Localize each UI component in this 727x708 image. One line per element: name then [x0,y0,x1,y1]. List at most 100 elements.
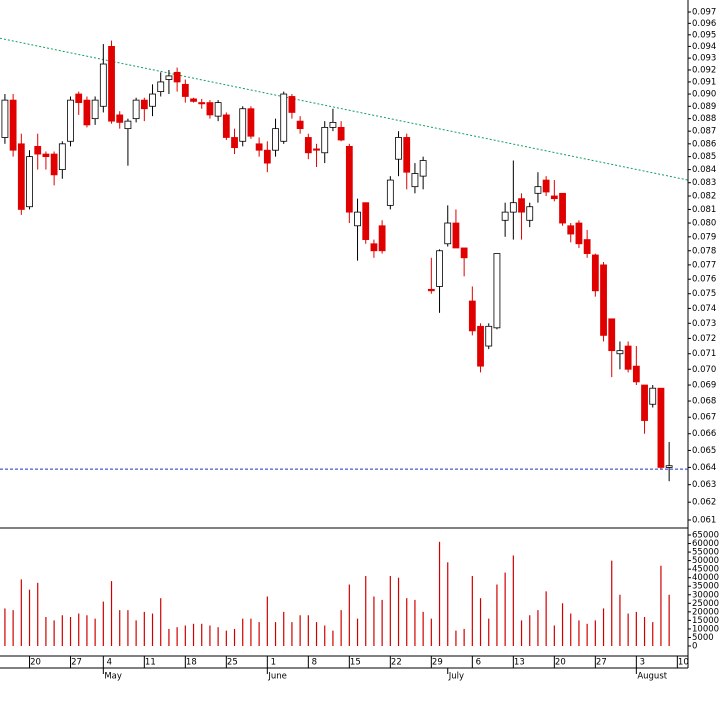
candle-body [337,126,345,141]
candle-body [345,145,353,213]
candle-body [255,143,263,151]
candle-body [641,384,648,421]
candle-body [272,128,279,151]
y-tick-label: 0.074 [692,304,716,314]
candle-body [26,156,33,208]
candle-body [165,75,173,80]
candle-body [485,325,493,347]
candle-body [91,99,99,120]
candle-body [75,93,83,103]
y-tick-label: 0.095 [692,30,716,40]
candle-body [624,345,632,370]
candle-body [444,222,452,245]
y-tick-label: 0.089 [692,102,716,112]
candle-body [83,99,91,126]
candle-body [50,153,58,176]
y2-tick-label: 5000 [692,633,714,643]
y-tick-label: 0.062 [692,498,716,508]
candle-body [559,192,566,224]
candle-body [509,202,517,213]
y2-tick-label: 50000 [692,556,719,566]
candle-body [280,93,288,142]
candle-body [452,222,460,249]
candle-body [214,102,222,117]
candle-body [124,120,132,130]
candle-body [518,198,525,213]
candle-body [222,114,230,138]
candle-body [526,206,534,221]
candle-body [321,126,329,154]
candle-body [157,81,165,93]
candle-body [34,145,42,155]
candle-body [632,365,640,383]
y-tick-label: 0.090 [692,90,716,100]
candle-body [181,83,189,97]
x-tick-label: 27 [71,658,82,668]
y-tick-label: 0.083 [692,178,716,188]
candle-body [493,253,501,329]
y-tick-label: 0.075 [692,289,716,299]
y-tick-label: 0.094 [692,42,716,52]
candle-body [378,225,386,252]
candle-body [132,99,140,120]
y2-tick-label: 15000 [692,616,719,626]
candle-body [419,160,427,177]
x-tick-label: 29 [432,658,443,668]
candle-body [411,173,419,188]
y2-tick-label: 35000 [692,582,719,592]
candle-body [116,114,124,123]
candle-body [42,153,50,158]
x-tick-label: 18 [186,658,197,668]
x-tick-label: 8 [312,658,317,668]
y-tick-label: 0.067 [692,413,716,423]
candle-body [386,179,394,206]
candle-body [583,239,591,254]
candle-body [304,137,312,154]
candle-body [477,325,484,367]
y2-tick-label: 65000 [692,531,719,541]
y-tick-label: 0.065 [692,446,716,456]
candle-body [608,318,616,352]
y-tick-label: 0.096 [692,19,716,29]
candle-body [58,143,66,170]
y-tick-label: 0.080 [692,219,716,229]
candle-body [354,211,361,227]
candle-body [501,211,509,221]
y-tick-label: 0.063 [692,480,716,490]
y-tick-label: 0.072 [692,334,716,344]
y-tick-label: 0.076 [692,275,716,285]
y2-tick-label: 20000 [692,607,719,617]
candle-body [9,99,17,151]
candle-body [296,120,304,130]
candle-body [370,243,378,252]
candle-body [403,137,411,173]
y-tick-label: 0.088 [692,114,716,124]
y2-tick-label: 60000 [692,539,719,549]
candle-body [17,143,25,210]
candle-body [247,108,255,137]
x-tick-label: 4 [107,658,112,668]
candle-body [149,93,156,107]
y-tick-label: 0.084 [692,165,716,175]
candle-body [395,137,402,160]
candle-body [329,121,337,128]
y-tick-label: 0.071 [692,349,716,359]
y-tick-label: 0.082 [692,191,716,201]
candle-body [550,195,558,200]
candle-body [427,288,435,292]
x-tick-label: 20 [30,658,41,668]
x-tick-label: 11 [145,658,156,668]
x-tick-label: 25 [227,658,238,668]
candle-body [198,102,206,105]
candle-body [140,99,148,110]
candle-body [239,108,247,142]
y-tick-label: 0.081 [692,205,716,215]
candle-body [575,222,583,245]
x-tick-label: 15 [350,658,361,668]
candle-body [173,71,181,83]
y-tick-label: 0.061 [692,516,716,526]
y2-tick-label: 40000 [692,573,719,583]
y-tick-label: 0.069 [692,381,716,391]
y-tick-label: 0.066 [692,429,716,439]
